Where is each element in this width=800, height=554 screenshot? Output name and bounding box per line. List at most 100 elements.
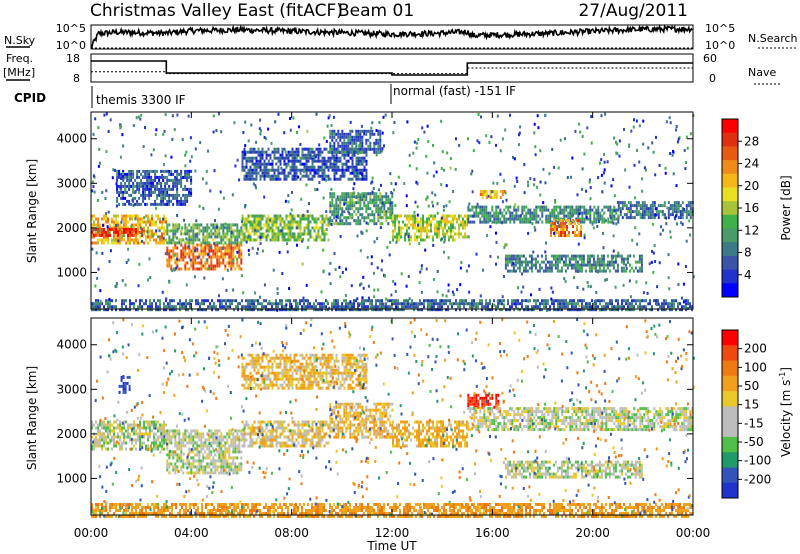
- heat-cell: [663, 204, 666, 208]
- heat-cell: [435, 170, 438, 174]
- heat-cell: [677, 207, 680, 211]
- heat-cell: [299, 214, 302, 218]
- heat-cell: [101, 227, 103, 231]
- heat-cell: [531, 308, 533, 312]
- heat-cell: [557, 305, 559, 309]
- heat-cell: [168, 184, 171, 188]
- heat-cell: [300, 197, 303, 201]
- heat-cell: [166, 202, 169, 206]
- heat-cell: [558, 254, 561, 258]
- heat-cell: [163, 163, 165, 167]
- heat-cell: [408, 297, 411, 301]
- heat-cell: [555, 205, 558, 209]
- heat-cell: [118, 172, 121, 176]
- heat-cell: [583, 217, 586, 221]
- heat-cell: [507, 302, 509, 306]
- heat-cell: [465, 299, 467, 303]
- heat-cell: [426, 229, 428, 233]
- heat-cell: [564, 137, 566, 141]
- heat-cell: [335, 198, 338, 202]
- heat-cell: [508, 260, 511, 264]
- heat-cell: [148, 175, 151, 179]
- heat-cell: [593, 302, 595, 306]
- heat-cell: [365, 177, 368, 181]
- heat-cell: [392, 232, 394, 236]
- heat-cell: [651, 141, 654, 145]
- heat-cell: [127, 258, 130, 262]
- heat-cell: [114, 168, 116, 172]
- heat-cell: [669, 204, 672, 208]
- heat-cell: [316, 188, 319, 191]
- heat-cell: [349, 141, 352, 145]
- heat-cell: [293, 174, 296, 178]
- heat-cell: [347, 144, 350, 148]
- heat-cell: [317, 165, 320, 169]
- heat-cell: [245, 240, 248, 244]
- heat-cell: [172, 193, 175, 197]
- heat-cell: [603, 217, 606, 221]
- heat-cell: [355, 159, 358, 163]
- heat-cell: [573, 208, 576, 212]
- heat-cell: [659, 210, 662, 214]
- heat-cell: [286, 242, 289, 246]
- heat-cell: [146, 178, 149, 182]
- heat-cell: [329, 201, 332, 205]
- heat-cell: [319, 168, 322, 172]
- heat-cell: [569, 175, 572, 179]
- heat-cell: [599, 217, 602, 221]
- heat-cell: [643, 204, 646, 208]
- heat-cell: [283, 159, 286, 163]
- heat-cell: [317, 302, 319, 306]
- heat-cell: [447, 308, 449, 312]
- heat-cell: [462, 220, 464, 224]
- heat-cell: [389, 308, 391, 312]
- heat-cell: [217, 207, 220, 211]
- heat-cell: [203, 302, 205, 306]
- heat-cell: [111, 176, 114, 180]
- heat-cell: [337, 216, 340, 220]
- heat-cell: [159, 305, 161, 309]
- heat-cell: [285, 174, 288, 178]
- heat-cell: [145, 299, 147, 303]
- heat-cell: [473, 306, 476, 310]
- heat-cell: [411, 302, 413, 306]
- heat-cell: [307, 153, 310, 157]
- heat-cell: [391, 195, 394, 199]
- heat-cell: [553, 205, 556, 209]
- heat-cell: [228, 238, 231, 242]
- heat-cell: [311, 150, 314, 154]
- heat-cell: [218, 232, 221, 236]
- heat-cell: [145, 238, 147, 242]
- heat-cell: [613, 209, 616, 213]
- heat-cell: [333, 132, 336, 136]
- heat-cell: [526, 269, 529, 273]
- heat-cell: [339, 204, 342, 208]
- heat-cell: [261, 147, 264, 151]
- heat-cell: [245, 238, 248, 242]
- heat-cell: [532, 264, 535, 268]
- heat-cell: [505, 211, 508, 215]
- heat-cell: [139, 223, 141, 227]
- heat-cell: [570, 222, 572, 225]
- heat-cell: [349, 150, 352, 154]
- heat-cell: [427, 308, 429, 312]
- heat-cell: [379, 302, 381, 306]
- heat-cell: [495, 196, 498, 199]
- heat-cell: [326, 300, 329, 304]
- heat-cell: [448, 200, 451, 204]
- heat-cell: [174, 241, 177, 245]
- heat-cell: [259, 118, 262, 122]
- heat-cell: [319, 174, 322, 178]
- heat-cell: [151, 217, 153, 221]
- heat-cell: [373, 144, 376, 148]
- heat-cell: [94, 284, 97, 288]
- heat-cell: [426, 217, 428, 221]
- heat-cell: [226, 268, 229, 272]
- heat-cell: [301, 162, 304, 166]
- heat-cell: [257, 229, 260, 233]
- y-tick-label: 2000: [56, 221, 87, 235]
- heat-cell: [260, 129, 262, 133]
- heat-cell: [349, 222, 352, 226]
- heat-cell: [496, 181, 499, 185]
